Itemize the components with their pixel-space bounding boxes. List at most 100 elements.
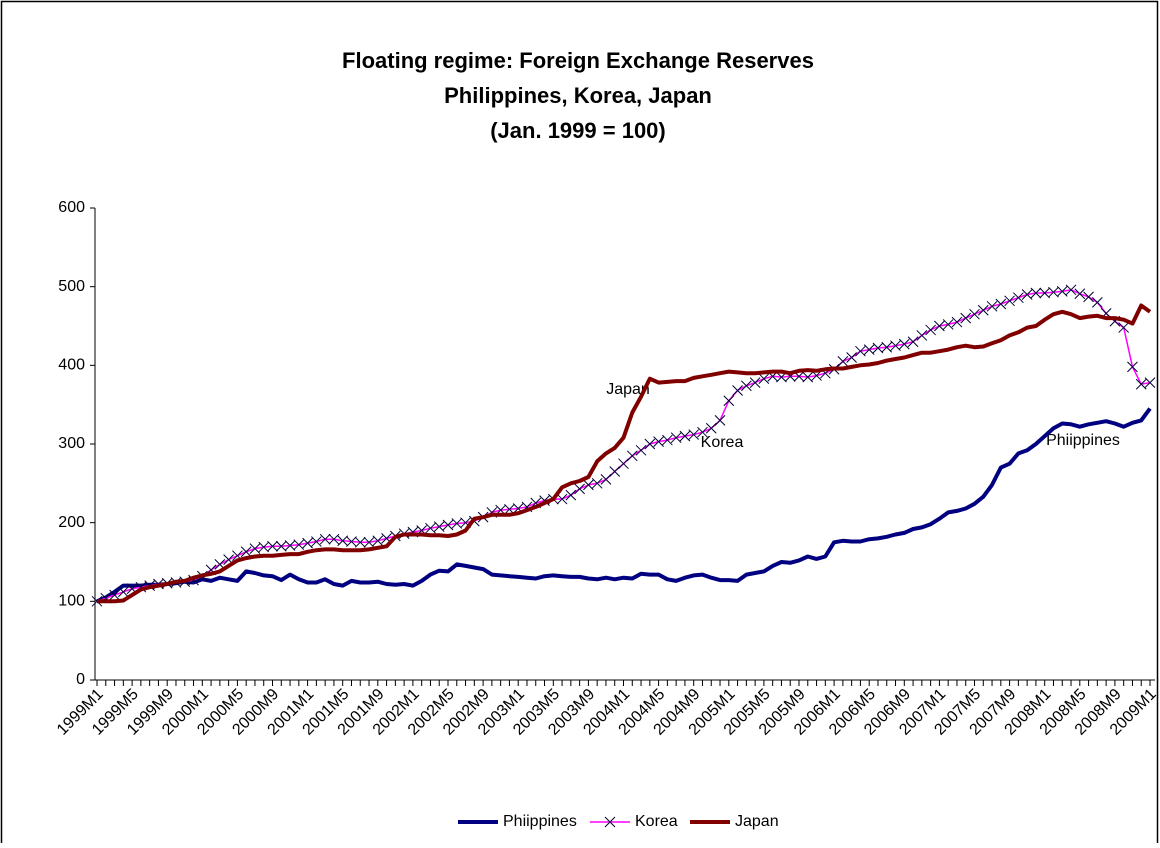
legend-label: Phiippines bbox=[503, 813, 577, 830]
marker bbox=[1056, 286, 1068, 297]
legend-label: Korea bbox=[635, 813, 678, 830]
marker bbox=[618, 458, 629, 470]
marker bbox=[1048, 286, 1059, 298]
marker bbox=[240, 546, 252, 558]
marker bbox=[372, 535, 384, 547]
y-tick-label: 200 bbox=[58, 514, 85, 531]
marker bbox=[319, 533, 331, 545]
marker bbox=[732, 385, 743, 396]
marker bbox=[311, 536, 322, 547]
marker bbox=[565, 489, 577, 501]
marker bbox=[644, 438, 656, 450]
legend-label: Japan bbox=[735, 813, 779, 830]
marker bbox=[740, 380, 752, 392]
marker bbox=[249, 543, 261, 554]
marker bbox=[977, 304, 989, 316]
marker bbox=[951, 316, 963, 328]
marker bbox=[855, 345, 866, 357]
marker bbox=[433, 521, 445, 532]
marker bbox=[1127, 361, 1138, 373]
marker bbox=[714, 415, 726, 426]
marker bbox=[846, 352, 858, 363]
y-tick-label: 100 bbox=[58, 593, 85, 610]
marker bbox=[117, 586, 129, 598]
legend-marker bbox=[604, 816, 616, 828]
marker bbox=[284, 540, 296, 551]
marker bbox=[635, 444, 647, 456]
marker bbox=[802, 371, 814, 383]
marker bbox=[591, 477, 603, 489]
marker bbox=[109, 589, 120, 601]
marker bbox=[1144, 377, 1156, 388]
marker bbox=[925, 324, 936, 336]
marker bbox=[749, 377, 761, 388]
marker bbox=[302, 537, 313, 549]
y-tick-label: 500 bbox=[58, 278, 85, 295]
marker bbox=[969, 308, 980, 320]
marker bbox=[1118, 322, 1130, 333]
marker bbox=[986, 300, 998, 312]
series-line bbox=[97, 303, 1152, 604]
marker bbox=[1030, 287, 1042, 299]
marker bbox=[697, 426, 708, 438]
marker bbox=[451, 518, 463, 529]
marker bbox=[679, 430, 691, 442]
marker bbox=[670, 432, 682, 444]
marker bbox=[574, 483, 585, 495]
marker bbox=[995, 298, 1007, 310]
marker bbox=[275, 540, 287, 552]
marker bbox=[916, 330, 928, 341]
marker bbox=[942, 319, 954, 330]
marker bbox=[328, 533, 340, 545]
marker bbox=[293, 539, 305, 551]
marker bbox=[653, 436, 664, 447]
series-line bbox=[96, 407, 1152, 604]
marker bbox=[898, 338, 910, 350]
marker bbox=[872, 342, 884, 354]
marker bbox=[1039, 287, 1051, 299]
marker bbox=[1074, 288, 1086, 300]
marker bbox=[837, 356, 849, 367]
marker bbox=[960, 312, 972, 324]
marker bbox=[1135, 378, 1147, 390]
marker bbox=[723, 395, 735, 407]
marker bbox=[881, 341, 893, 353]
marker bbox=[1021, 289, 1033, 300]
marker bbox=[425, 522, 436, 534]
chart-title: Floating regime: Foreign Exchange Reserv… bbox=[342, 48, 814, 73]
marker bbox=[1004, 295, 1015, 307]
y-tick-label: 400 bbox=[58, 357, 85, 374]
marker bbox=[1083, 291, 1094, 303]
marker bbox=[609, 466, 621, 477]
marker bbox=[258, 541, 270, 553]
marker bbox=[705, 422, 717, 434]
marker bbox=[1091, 297, 1103, 308]
marker bbox=[688, 429, 700, 440]
chart-title: Philippines, Korea, Japan bbox=[444, 83, 712, 108]
marker bbox=[863, 344, 875, 355]
annotation: Korea bbox=[701, 434, 744, 451]
marker bbox=[267, 540, 278, 552]
annotation: Japan bbox=[606, 381, 650, 398]
marker bbox=[1065, 284, 1077, 296]
marker bbox=[907, 336, 919, 348]
marker bbox=[934, 320, 945, 332]
y-tick-label: 0 bbox=[76, 671, 85, 688]
marker bbox=[583, 479, 594, 491]
y-tick-label: 300 bbox=[58, 435, 85, 452]
marker bbox=[600, 474, 612, 485]
marker bbox=[363, 536, 375, 548]
marker bbox=[662, 434, 673, 446]
annotation: Phiippines bbox=[1046, 432, 1120, 449]
marker bbox=[556, 493, 568, 505]
marker bbox=[758, 373, 770, 385]
marker bbox=[626, 450, 638, 462]
marker bbox=[1013, 292, 1024, 304]
marker bbox=[346, 536, 357, 547]
y-tick-label: 600 bbox=[58, 199, 85, 216]
chart-title: (Jan. 1999 = 100) bbox=[490, 118, 666, 143]
marker bbox=[890, 340, 901, 352]
marker bbox=[442, 519, 454, 531]
